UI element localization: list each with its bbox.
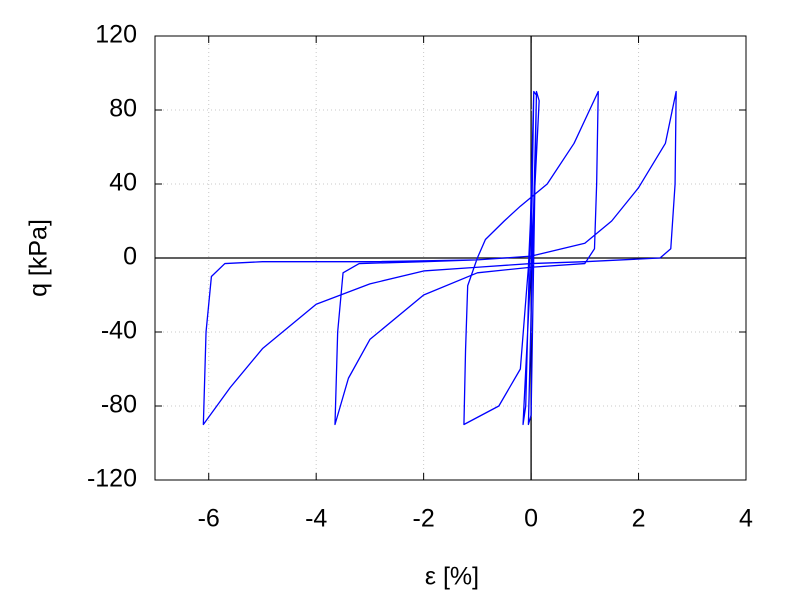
y-tick-label: -120 [87, 465, 137, 493]
y-tick-label: 120 [95, 21, 137, 49]
x-tick-label: 0 [524, 505, 538, 533]
x-tick-label: -2 [413, 505, 435, 533]
y-tick-label: -80 [101, 391, 137, 419]
y-tick-label: 0 [123, 243, 137, 271]
x-tick-label: -6 [198, 505, 220, 533]
data-line [202, 90, 677, 426]
x-axis-title: ε [%] [425, 563, 479, 591]
y-axis-title: q [kPa] [25, 219, 53, 297]
x-tick-label: 4 [739, 505, 753, 533]
x-tick-label: -4 [305, 505, 327, 533]
plot-frame [154, 35, 747, 481]
y-tick-label: -40 [101, 317, 137, 345]
y-tick-label: 80 [109, 95, 137, 123]
x-tick-label: 2 [632, 505, 646, 533]
y-tick-label: 40 [109, 169, 137, 197]
